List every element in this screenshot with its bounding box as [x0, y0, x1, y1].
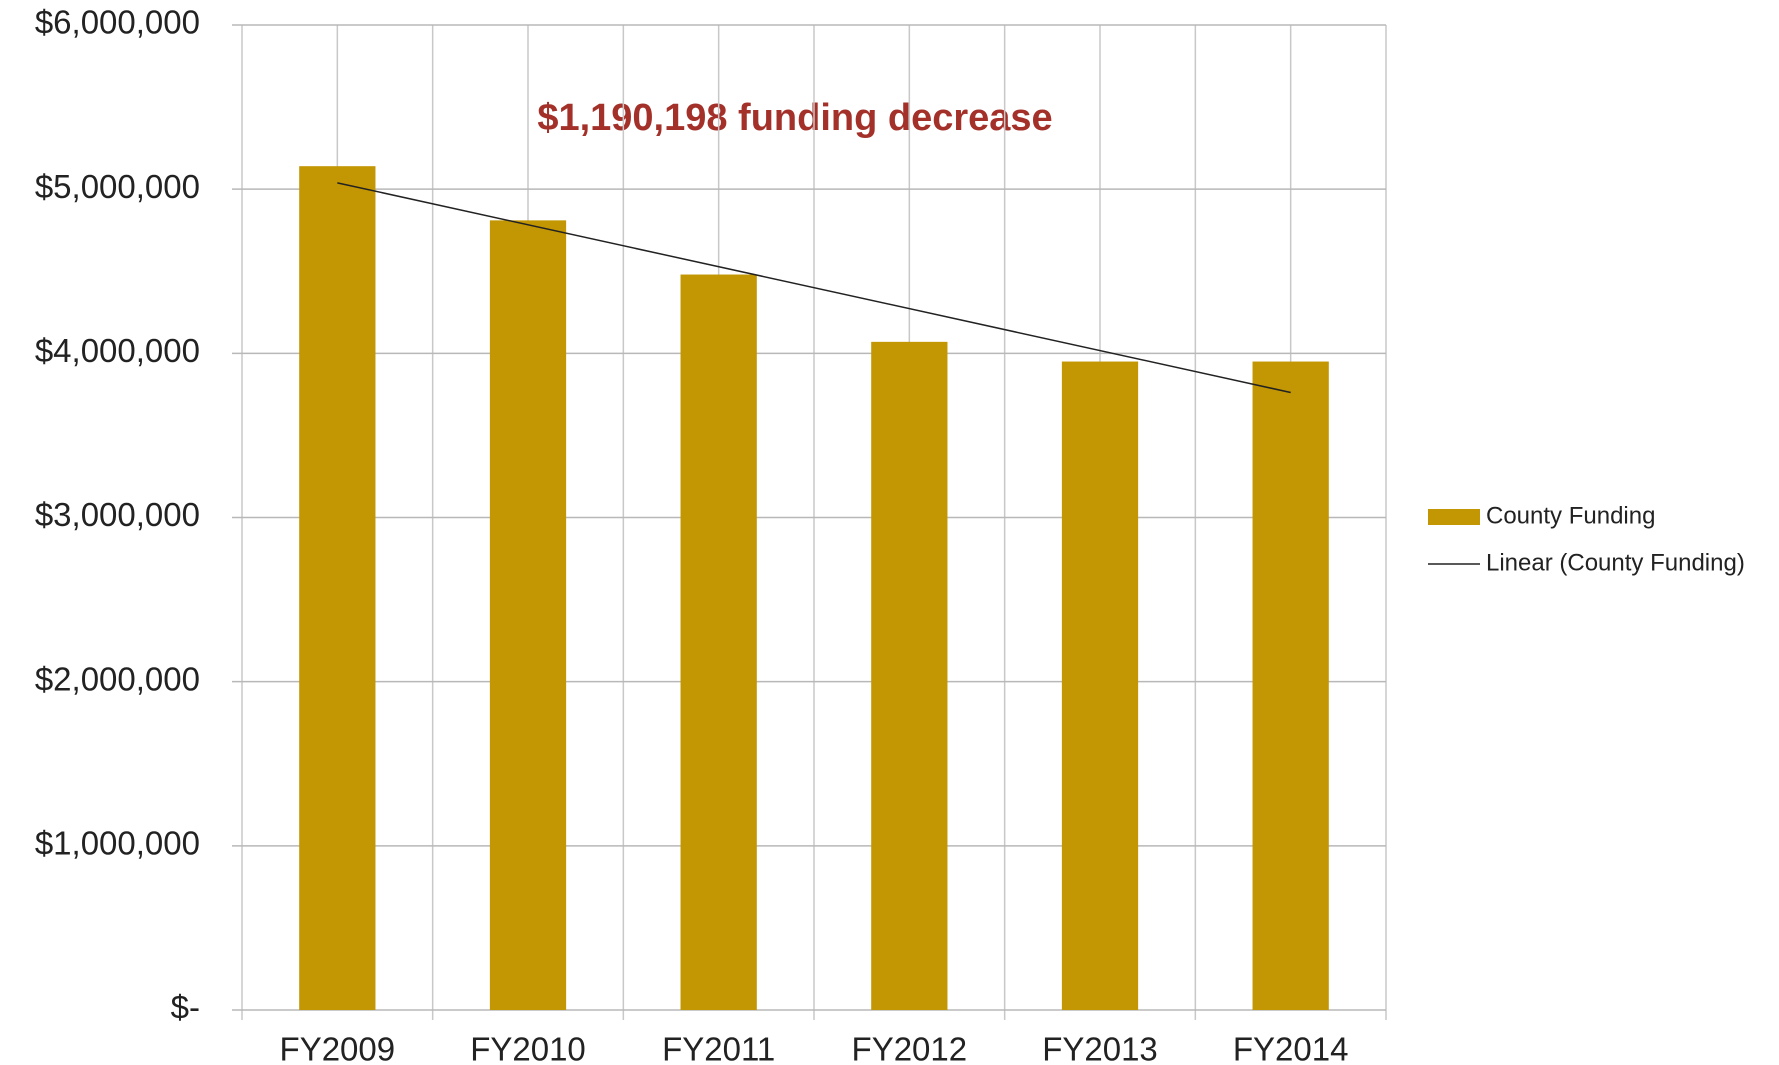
x-tick-label: FY2013: [1042, 1031, 1158, 1065]
legend-swatch: [1428, 509, 1480, 525]
y-tick-label: $-: [171, 989, 200, 1026]
legend-label: County Funding: [1486, 502, 1655, 529]
y-tick-label: $6,000,000: [35, 4, 200, 41]
x-tick-label: FY2011: [662, 1031, 775, 1065]
y-tick-label: $4,000,000: [35, 332, 200, 369]
y-tick-label: $2,000,000: [35, 660, 200, 697]
x-tick-label: FY2014: [1233, 1031, 1349, 1065]
bar: [299, 166, 376, 1010]
bar: [489, 220, 567, 1010]
bar: [680, 274, 757, 1010]
x-tick-label: FY2010: [470, 1031, 586, 1065]
bar: [1252, 361, 1329, 1011]
y-tick-label: $1,000,000: [35, 825, 200, 862]
bar: [871, 341, 948, 1010]
annotation: $1,190,198 funding decrease: [537, 97, 1052, 139]
y-tick-label: $3,000,000: [35, 496, 200, 533]
x-tick-label: FY2009: [280, 1031, 396, 1065]
trend-line: [337, 182, 1291, 394]
legend-label: Linear (County Funding): [1486, 549, 1745, 576]
x-tick-label: FY2012: [852, 1031, 968, 1065]
y-tick-label: $5,000,000: [35, 168, 200, 205]
bar: [1061, 361, 1139, 1011]
